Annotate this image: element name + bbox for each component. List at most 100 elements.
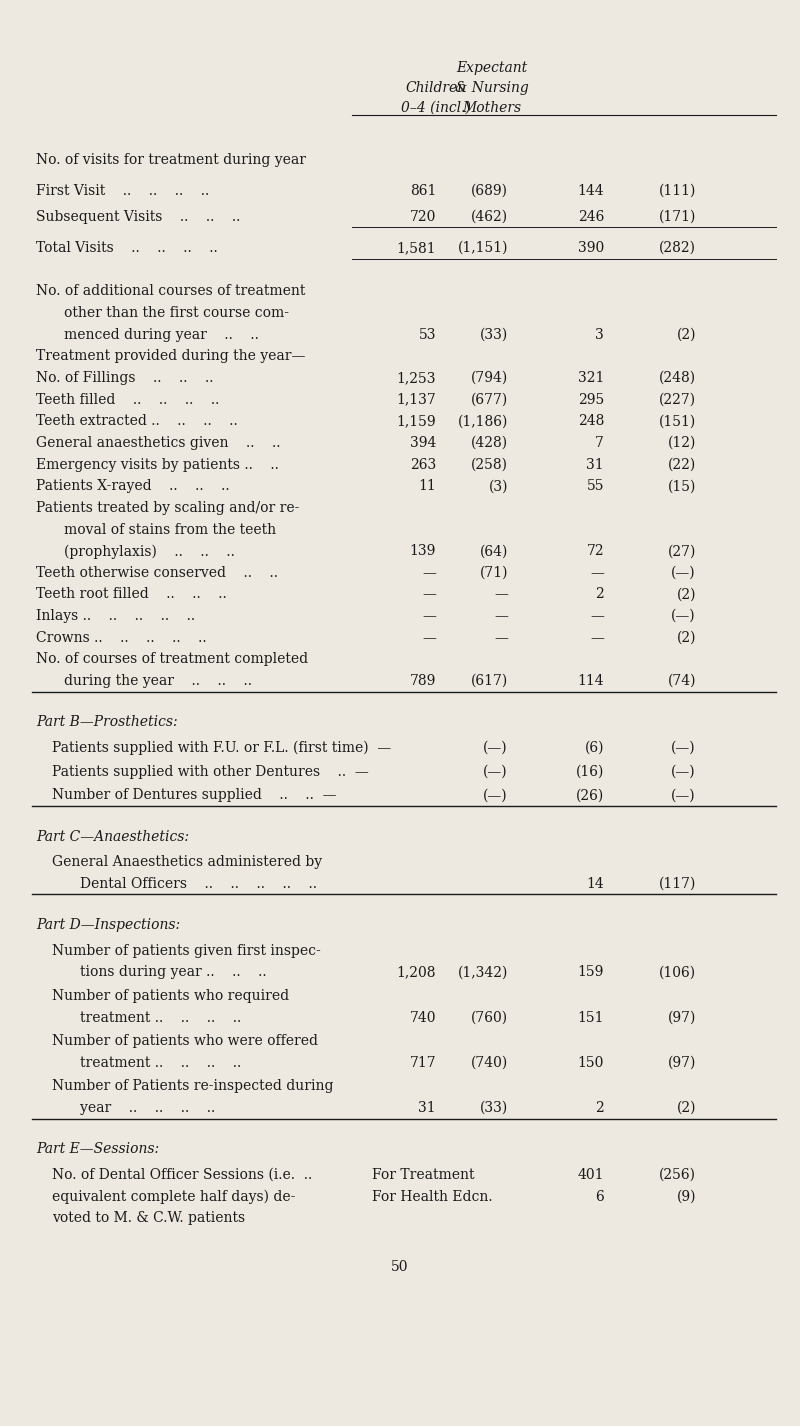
- Text: Teeth otherwise conserved    ..    ..: Teeth otherwise conserved .. ..: [36, 566, 278, 580]
- Text: No. of Dental Officer Sessions (i.e.  ..: No. of Dental Officer Sessions (i.e. ..: [52, 1168, 312, 1182]
- Text: 6: 6: [595, 1189, 604, 1204]
- Text: 3: 3: [595, 328, 604, 342]
- Text: 1,159: 1,159: [396, 415, 436, 428]
- Text: & Nursing: & Nursing: [455, 81, 529, 96]
- Text: Mothers: Mothers: [462, 101, 522, 116]
- Text: (33): (33): [480, 1101, 508, 1115]
- Text: Number of Patients re-inspected during: Number of Patients re-inspected during: [52, 1079, 334, 1094]
- Text: (74): (74): [667, 674, 696, 689]
- Text: (64): (64): [480, 545, 508, 558]
- Text: (760): (760): [471, 1011, 508, 1024]
- Text: 861: 861: [410, 184, 436, 198]
- Text: Part B—Prosthetics:: Part B—Prosthetics:: [36, 716, 178, 729]
- Text: 159: 159: [578, 965, 604, 980]
- Text: (27): (27): [668, 545, 696, 558]
- Text: —: —: [590, 566, 604, 580]
- Text: General Anaesthetics administered by: General Anaesthetics administered by: [52, 856, 322, 868]
- Text: Crowns ..    ..    ..    ..    ..: Crowns .. .. .. .. ..: [36, 630, 206, 645]
- Text: tions during year ..    ..    ..: tions during year .. .. ..: [80, 965, 266, 980]
- Text: year    ..    ..    ..    ..: year .. .. .. ..: [80, 1101, 215, 1115]
- Text: 717: 717: [410, 1055, 436, 1070]
- Text: Total Visits    ..    ..    ..    ..: Total Visits .. .. .. ..: [36, 241, 218, 255]
- Text: (6): (6): [585, 742, 604, 754]
- Text: (—): (—): [671, 566, 696, 580]
- Text: (1,342): (1,342): [458, 965, 508, 980]
- Text: 139: 139: [410, 545, 436, 558]
- Text: No. of Fillings    ..    ..    ..: No. of Fillings .. .. ..: [36, 371, 214, 385]
- Text: —: —: [422, 588, 436, 602]
- Text: (3): (3): [489, 479, 508, 493]
- Text: (2): (2): [677, 328, 696, 342]
- Text: Emergency visits by patients ..    ..: Emergency visits by patients .. ..: [36, 458, 279, 472]
- Text: Dental Officers    ..    ..    ..    ..    ..: Dental Officers .. .. .. .. ..: [80, 877, 317, 891]
- Text: 401: 401: [578, 1168, 604, 1182]
- Text: Number of patients who were offered: Number of patients who were offered: [52, 1034, 318, 1048]
- Text: —: —: [590, 630, 604, 645]
- Text: 789: 789: [410, 674, 436, 689]
- Text: (2): (2): [677, 630, 696, 645]
- Text: Teeth root filled    ..    ..    ..: Teeth root filled .. .. ..: [36, 588, 226, 602]
- Text: (740): (740): [470, 1055, 508, 1070]
- Text: (151): (151): [658, 415, 696, 428]
- Text: No. of additional courses of treatment: No. of additional courses of treatment: [36, 284, 306, 298]
- Text: 144: 144: [578, 184, 604, 198]
- Text: (248): (248): [659, 371, 696, 385]
- Text: 55: 55: [586, 479, 604, 493]
- Text: —: —: [422, 630, 436, 645]
- Text: 246: 246: [578, 210, 604, 224]
- Text: (22): (22): [668, 458, 696, 472]
- Text: 2: 2: [595, 588, 604, 602]
- Text: 1,253: 1,253: [397, 371, 436, 385]
- Text: Number of Dentures supplied    ..    ..  —: Number of Dentures supplied .. .. —: [52, 789, 337, 803]
- Text: (677): (677): [470, 392, 508, 406]
- Text: (794): (794): [470, 371, 508, 385]
- Text: —: —: [494, 588, 508, 602]
- Text: 2: 2: [595, 1101, 604, 1115]
- Text: Subsequent Visits    ..    ..    ..: Subsequent Visits .. .. ..: [36, 210, 240, 224]
- Text: 1,137: 1,137: [396, 392, 436, 406]
- Text: Treatment provided during the year—: Treatment provided during the year—: [36, 349, 306, 364]
- Text: 31: 31: [418, 1101, 436, 1115]
- Text: treatment ..    ..    ..    ..: treatment .. .. .. ..: [80, 1011, 242, 1024]
- Text: Patients treated by scaling and/or re-: Patients treated by scaling and/or re-: [36, 501, 299, 515]
- Text: —: —: [494, 630, 508, 645]
- Text: 390: 390: [578, 241, 604, 255]
- Text: 7: 7: [595, 436, 604, 451]
- Text: (1,151): (1,151): [458, 241, 508, 255]
- Text: 14: 14: [586, 877, 604, 891]
- Text: 248: 248: [578, 415, 604, 428]
- Text: 11: 11: [418, 479, 436, 493]
- Text: Children: Children: [406, 81, 466, 96]
- Text: Number of patients given first inspec-: Number of patients given first inspec-: [52, 944, 321, 958]
- Text: Teeth extracted ..    ..    ..    ..: Teeth extracted .. .. .. ..: [36, 415, 238, 428]
- Text: Expectant: Expectant: [456, 61, 528, 76]
- Text: (97): (97): [668, 1055, 696, 1070]
- Text: (—): (—): [483, 764, 508, 779]
- Text: (9): (9): [677, 1189, 696, 1204]
- Text: For Treatment: For Treatment: [372, 1168, 474, 1182]
- Text: (97): (97): [668, 1011, 696, 1024]
- Text: (256): (256): [659, 1168, 696, 1182]
- Text: 295: 295: [578, 392, 604, 406]
- Text: 151: 151: [578, 1011, 604, 1024]
- Text: 394: 394: [410, 436, 436, 451]
- Text: (26): (26): [576, 789, 604, 803]
- Text: other than the first course com-: other than the first course com-: [64, 307, 289, 319]
- Text: No. of courses of treatment completed: No. of courses of treatment completed: [36, 653, 308, 666]
- Text: (227): (227): [659, 392, 696, 406]
- Text: (—): (—): [671, 764, 696, 779]
- Text: Part C—Anaesthetics:: Part C—Anaesthetics:: [36, 830, 189, 844]
- Text: First Visit    ..    ..    ..    ..: First Visit .. .. .. ..: [36, 184, 210, 198]
- Text: 31: 31: [586, 458, 604, 472]
- Text: (2): (2): [677, 1101, 696, 1115]
- Text: (—): (—): [671, 789, 696, 803]
- Text: 321: 321: [578, 371, 604, 385]
- Text: 114: 114: [578, 674, 604, 689]
- Text: 740: 740: [410, 1011, 436, 1024]
- Text: voted to M. & C.W. patients: voted to M. & C.W. patients: [52, 1211, 245, 1225]
- Text: 72: 72: [586, 545, 604, 558]
- Text: Part E—Sessions:: Part E—Sessions:: [36, 1142, 159, 1156]
- Text: Patients supplied with F.U. or F.L. (first time)  —: Patients supplied with F.U. or F.L. (fir…: [52, 742, 391, 756]
- Text: during the year    ..    ..    ..: during the year .. .. ..: [64, 674, 252, 689]
- Text: (—): (—): [671, 609, 696, 623]
